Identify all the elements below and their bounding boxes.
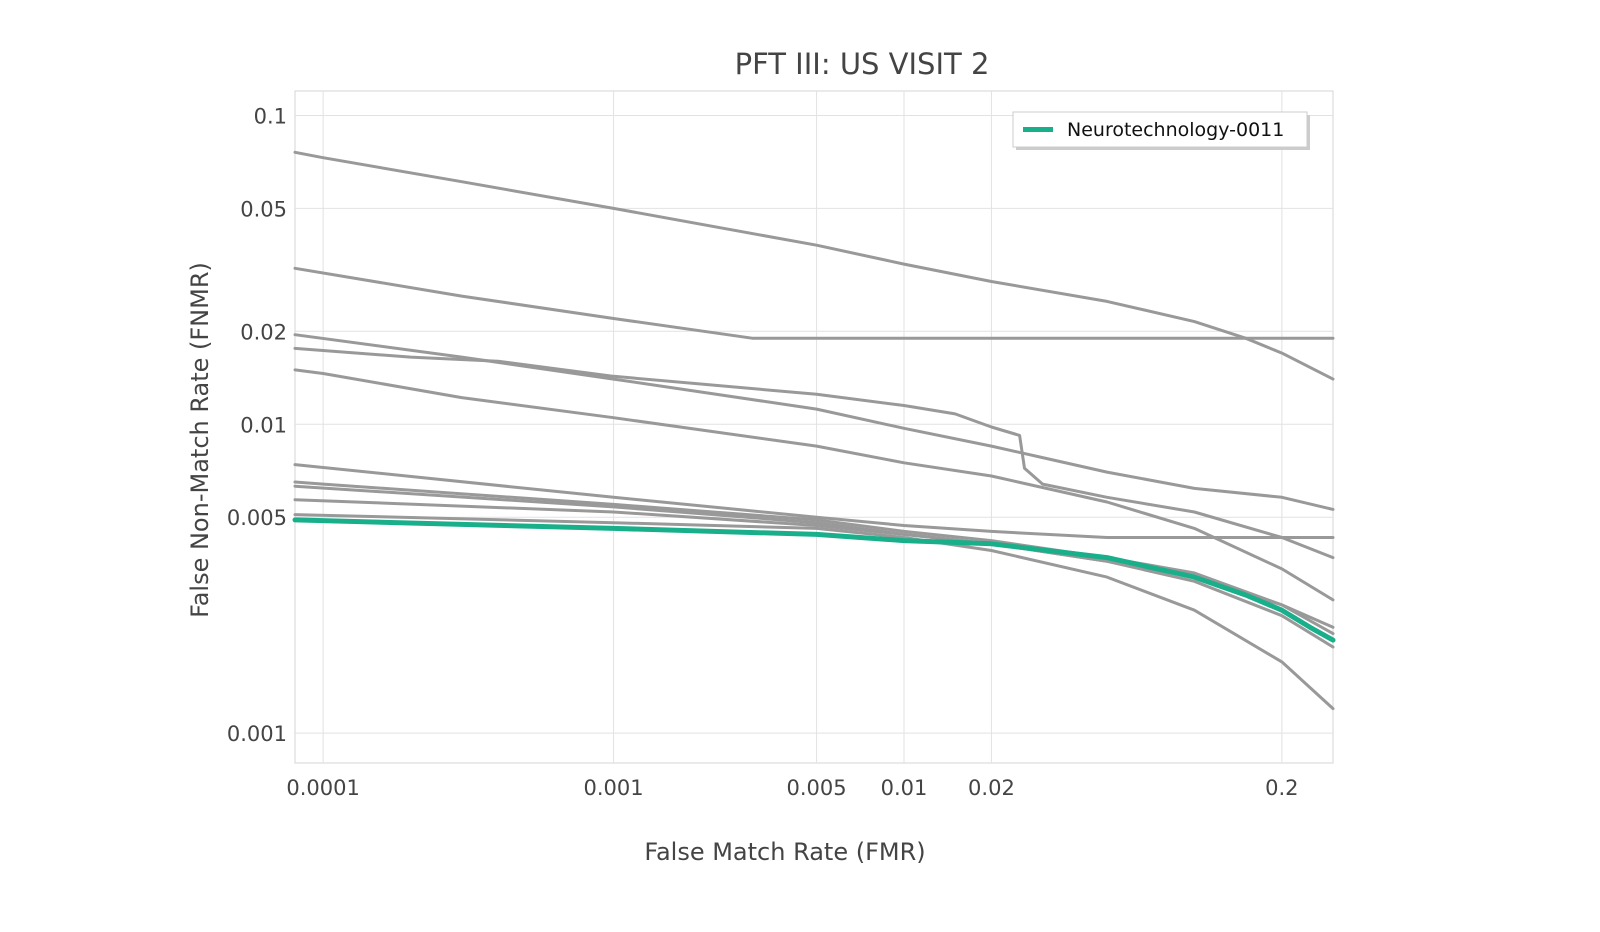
legend[interactable]: Neurotechnology-0011 xyxy=(1012,111,1310,150)
x-tick-label: 0.0001 xyxy=(286,776,359,800)
x-tick-label: 0.02 xyxy=(968,776,1015,800)
x-tick-label: 0.001 xyxy=(584,776,644,800)
x-axis-title: False Match Rate (FMR) xyxy=(644,838,925,866)
series-line-highlight xyxy=(292,517,1336,643)
series-line xyxy=(293,463,1335,539)
y-tick-label: 0.001 xyxy=(227,722,287,746)
series-lines xyxy=(292,150,1336,711)
y-tick-label: 0.02 xyxy=(240,320,287,344)
y-tick-label: 0.05 xyxy=(240,197,287,221)
series-line xyxy=(293,480,1335,629)
chart-title: PFT III: US VISIT 2 xyxy=(735,47,990,81)
series-line xyxy=(293,368,1335,602)
y-tick-labels: 0.1 0.05 0.02 0.01 0.005 0.001 xyxy=(227,104,287,746)
plot-area xyxy=(294,90,1334,764)
legend-box xyxy=(1012,111,1308,148)
x-tick-label: 0.01 xyxy=(881,776,928,800)
x-tick-label: 0.005 xyxy=(787,776,847,800)
series-line xyxy=(293,513,1335,711)
series-line xyxy=(293,346,1335,560)
series-line xyxy=(293,150,1335,381)
y-axis-title: False Non-Match Rate (FNMR) xyxy=(186,262,214,618)
series-line xyxy=(293,333,1335,511)
x-tick-label: 0.2 xyxy=(1265,776,1298,800)
legend-label: Neurotechnology-0011 xyxy=(1067,119,1284,141)
series-line xyxy=(293,266,1335,340)
y-tick-label: 0.1 xyxy=(254,104,287,128)
y-tick-label: 0.01 xyxy=(240,413,287,437)
y-tick-label: 0.005 xyxy=(227,506,287,530)
x-tick-labels: 0.0001 0.001 0.005 0.01 0.02 0.2 xyxy=(286,776,1298,800)
